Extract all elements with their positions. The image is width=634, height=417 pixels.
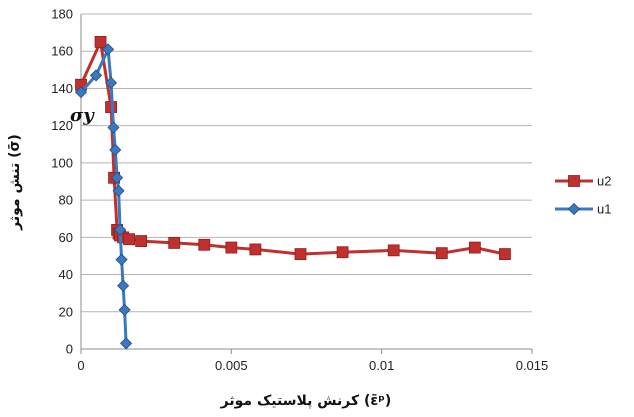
data-point-u1 [74, 86, 88, 99]
data-point-u2 [468, 241, 481, 254]
data-point-u1 [111, 171, 124, 184]
data-point-u2 [336, 246, 349, 259]
y-tick-label: 0 [66, 342, 73, 357]
data-point-u2 [435, 247, 448, 260]
y-tick-label: 20 [59, 304, 73, 319]
data-point-u2 [168, 237, 181, 249]
series-line-u1 [79, 47, 128, 344]
legend-marker-u1 [567, 202, 581, 216]
data-point-u2 [387, 244, 400, 257]
x-tick-labels: 0 0.005 0.01 0.015 [77, 358, 548, 373]
yield-stress-annotation: σy [70, 105, 95, 126]
legend-item-u1: u1 [555, 202, 611, 217]
data-point-u2 [294, 248, 307, 260]
series-u2 [75, 36, 511, 260]
legend-item-u2: u2 [555, 174, 611, 189]
y-axis-title: تنش موثر (σ̄) [7, 134, 23, 231]
legend: u2 u1 [555, 174, 611, 217]
legend-label-u1: u1 [597, 202, 611, 217]
series-line-u2 [79, 40, 506, 256]
data-point-u1 [118, 303, 131, 316]
y-tick-label: 60 [59, 230, 73, 245]
y-tick-labels: 0 20 40 60 80 100 120 140 160 180 [51, 7, 73, 357]
series-u1 [74, 43, 133, 350]
legend-marker-u2 [568, 175, 580, 187]
x-tick-label: 0.015 [516, 358, 549, 373]
data-point-u1 [105, 76, 118, 89]
legend-label-u2: u2 [597, 174, 611, 189]
y-tick-label: 140 [51, 81, 73, 96]
y-tick-label: 120 [51, 118, 73, 133]
data-point-u1 [112, 184, 125, 197]
y-tick-label: 80 [59, 193, 73, 208]
data-point-u1 [114, 223, 127, 236]
data-point-u2 [123, 233, 136, 246]
data-point-u1 [117, 279, 130, 292]
y-tick-label: 180 [51, 7, 73, 22]
axes [80, 14, 533, 354]
data-point-u1 [89, 69, 103, 82]
x-tick-label: 0.01 [369, 358, 394, 373]
x-tick-label: 0 [77, 358, 84, 373]
data-point-u1 [109, 143, 122, 156]
data-point-u1 [115, 253, 128, 266]
data-point-u2 [499, 248, 511, 260]
y-tick-label: 40 [59, 267, 73, 282]
data-point-u2 [249, 243, 262, 256]
data-point-u1 [101, 43, 115, 56]
series-group [74, 36, 511, 350]
data-point-u2 [94, 36, 107, 48]
y-tick-label: 100 [51, 155, 73, 170]
y-tick-label: 160 [51, 44, 73, 59]
data-point-u2 [198, 238, 211, 251]
x-axis-title: کرنش پلاستیک موثر (ε̄ᵖ) [220, 393, 392, 409]
data-point-u1 [120, 337, 133, 350]
data-point-u2 [135, 235, 148, 247]
x-tick-label: 0.005 [215, 358, 248, 373]
data-point-u2 [225, 241, 238, 254]
data-point-u1 [107, 121, 120, 134]
gridlines [81, 13, 532, 313]
